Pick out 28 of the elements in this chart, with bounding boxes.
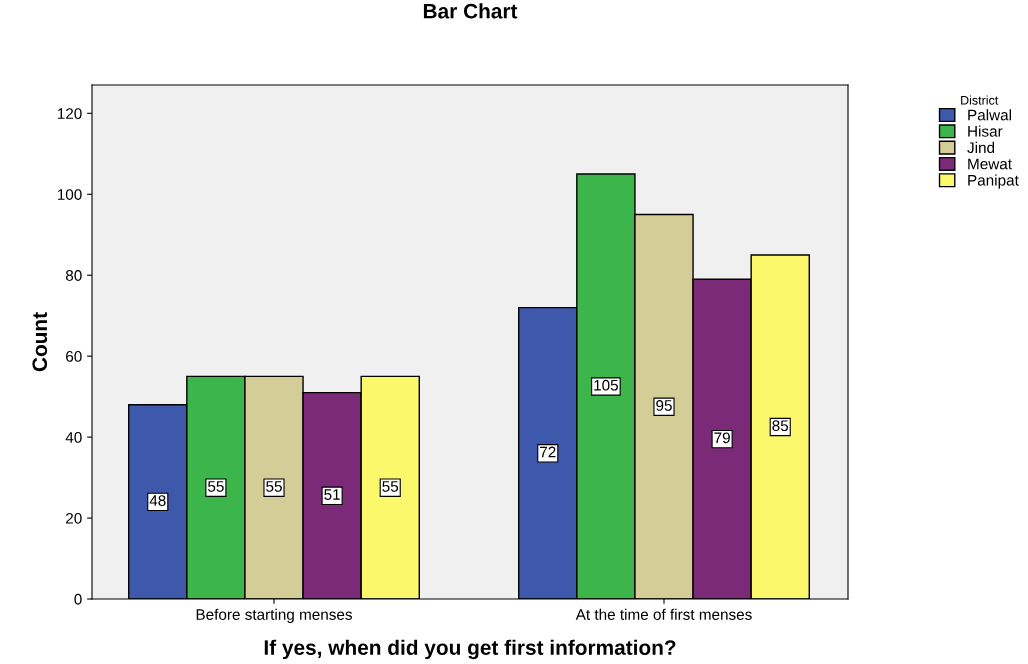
data-label: 95: [656, 400, 672, 411]
legend-label: Jind: [967, 141, 995, 154]
x-tick-label: At the time of first menses: [575, 608, 752, 620]
legend-label: Palwal: [968, 109, 1011, 121]
chart-title: Bar Chart: [423, 3, 518, 19]
x-axis-title: If yes, when did you get first information?: [264, 639, 676, 660]
y-tick-label: 20: [66, 512, 82, 524]
data-label: 55: [208, 481, 224, 492]
y-tick-label: 120: [57, 108, 82, 120]
data-label: 72: [540, 446, 556, 458]
y-tick-label: 0: [74, 593, 82, 605]
y-tick-label: 100: [57, 189, 82, 200]
y-axis-title: Count: [32, 312, 48, 372]
data-label: 55: [266, 481, 282, 492]
legend-title: District: [961, 95, 999, 105]
legend-label: Hisar: [968, 125, 1003, 137]
data-label: 105: [594, 379, 618, 391]
legend-label: Panipat: [968, 174, 1019, 189]
data-label: 85: [772, 420, 789, 432]
data-label: 51: [324, 489, 340, 500]
data-label: 48: [149, 495, 166, 506]
x-tick-label: Before starting menses: [196, 608, 352, 623]
y-tick-label: 80: [65, 270, 82, 281]
legend-label: Mewat: [968, 158, 1012, 170]
y-tick-label: 40: [65, 431, 82, 443]
data-label: 79: [714, 432, 730, 444]
data-label: 55: [382, 481, 399, 492]
y-tick-label: 60: [66, 351, 82, 362]
